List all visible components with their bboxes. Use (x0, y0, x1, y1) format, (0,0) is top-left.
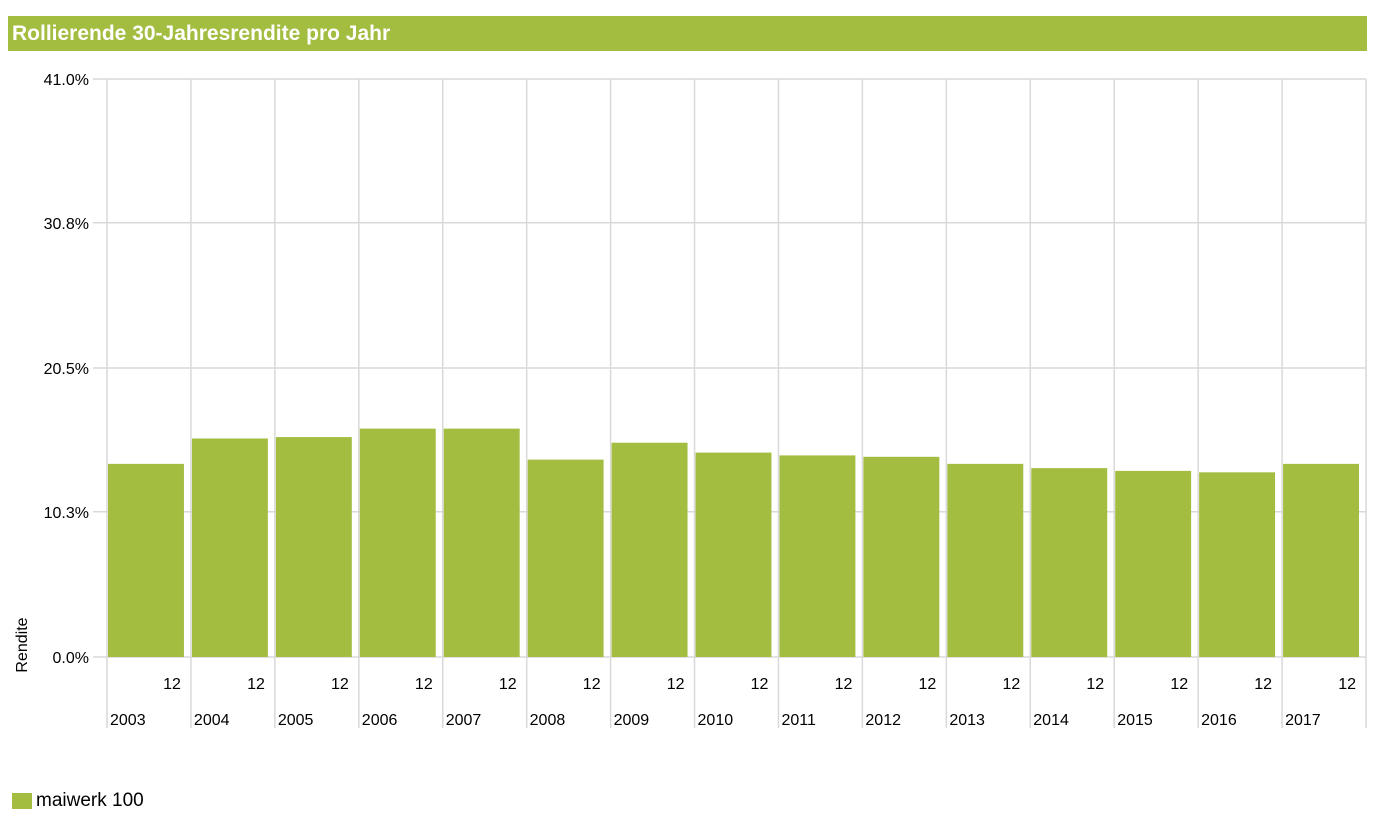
y-tick-label: 20.5% (44, 361, 89, 378)
x-month-label: 12 (415, 676, 433, 693)
x-month-label: 12 (667, 676, 685, 693)
bar-2003 (108, 463, 184, 657)
bar-2012 (863, 456, 940, 657)
bar-2010 (695, 452, 772, 657)
x-year-label: 2004 (194, 712, 230, 729)
bar-2005 (275, 437, 352, 657)
bar-2009 (611, 442, 688, 657)
y-axis: 41.0% 30.8% 20.5% 10.3% 0.0% (44, 72, 89, 667)
bars-layer (108, 428, 1359, 657)
x-month-label: 12 (835, 676, 853, 693)
bar-2017 (1283, 463, 1359, 657)
y-tick-label: 0.0% (53, 650, 89, 667)
x-year-label: 2003 (110, 712, 146, 729)
y-axis-label: Rendite (14, 617, 31, 672)
y-tick-label: 10.3% (44, 505, 89, 522)
x-year-label: 2015 (1117, 712, 1153, 729)
x-year-label: 2016 (1201, 712, 1237, 729)
x-year-label: 2010 (698, 712, 734, 729)
x-month-label: 12 (751, 676, 769, 693)
x-year-label: 2012 (865, 712, 901, 729)
x-year-label: 2013 (949, 712, 985, 729)
x-year-label: 2009 (614, 712, 650, 729)
x-month-label: 12 (919, 676, 937, 693)
bar-2011 (779, 455, 856, 657)
chart-title: Rollierende 30-Jahresrendite pro Jahr (8, 16, 1367, 51)
x-month-label: 12 (247, 676, 265, 693)
y-tick-label: 41.0% (44, 72, 89, 89)
legend: maiwerk 100 (12, 790, 144, 812)
x-year-label: 2017 (1285, 712, 1321, 729)
x-month-label: 12 (499, 676, 517, 693)
x-month-label: 12 (1086, 676, 1104, 693)
x-month-label: 12 (1338, 676, 1356, 693)
bar-2015 (1115, 470, 1192, 657)
bar-2013 (947, 463, 1024, 657)
y-tick-label: 30.8% (44, 216, 89, 233)
x-month-label: 12 (1170, 676, 1188, 693)
x-month-label: 12 (163, 676, 181, 693)
legend-swatch (12, 793, 32, 809)
x-year-label: 2014 (1033, 712, 1069, 729)
x-month-label: 12 (1254, 676, 1272, 693)
bar-2004 (191, 438, 268, 657)
x-month-label: 12 (331, 676, 349, 693)
x-axis: 12 2003 12 2004 12 2005 12 2006 12 2007 12 2008 12 20… (110, 676, 1356, 729)
bar-2014 (1031, 468, 1108, 657)
x-month-label: 12 (1002, 676, 1020, 693)
bar-2008 (527, 459, 604, 657)
x-year-label: 2006 (362, 712, 398, 729)
legend-label: maiwerk 100 (36, 790, 144, 811)
x-month-label: 12 (583, 676, 601, 693)
bar-2016 (1199, 472, 1276, 657)
x-year-label: 2005 (278, 712, 314, 729)
grid-layer (93, 78, 1367, 728)
bar-2007 (443, 428, 520, 657)
x-year-label: 2007 (446, 712, 482, 729)
x-year-label: 2011 (781, 712, 816, 729)
x-year-label: 2008 (530, 712, 566, 729)
bar-2006 (359, 428, 436, 657)
